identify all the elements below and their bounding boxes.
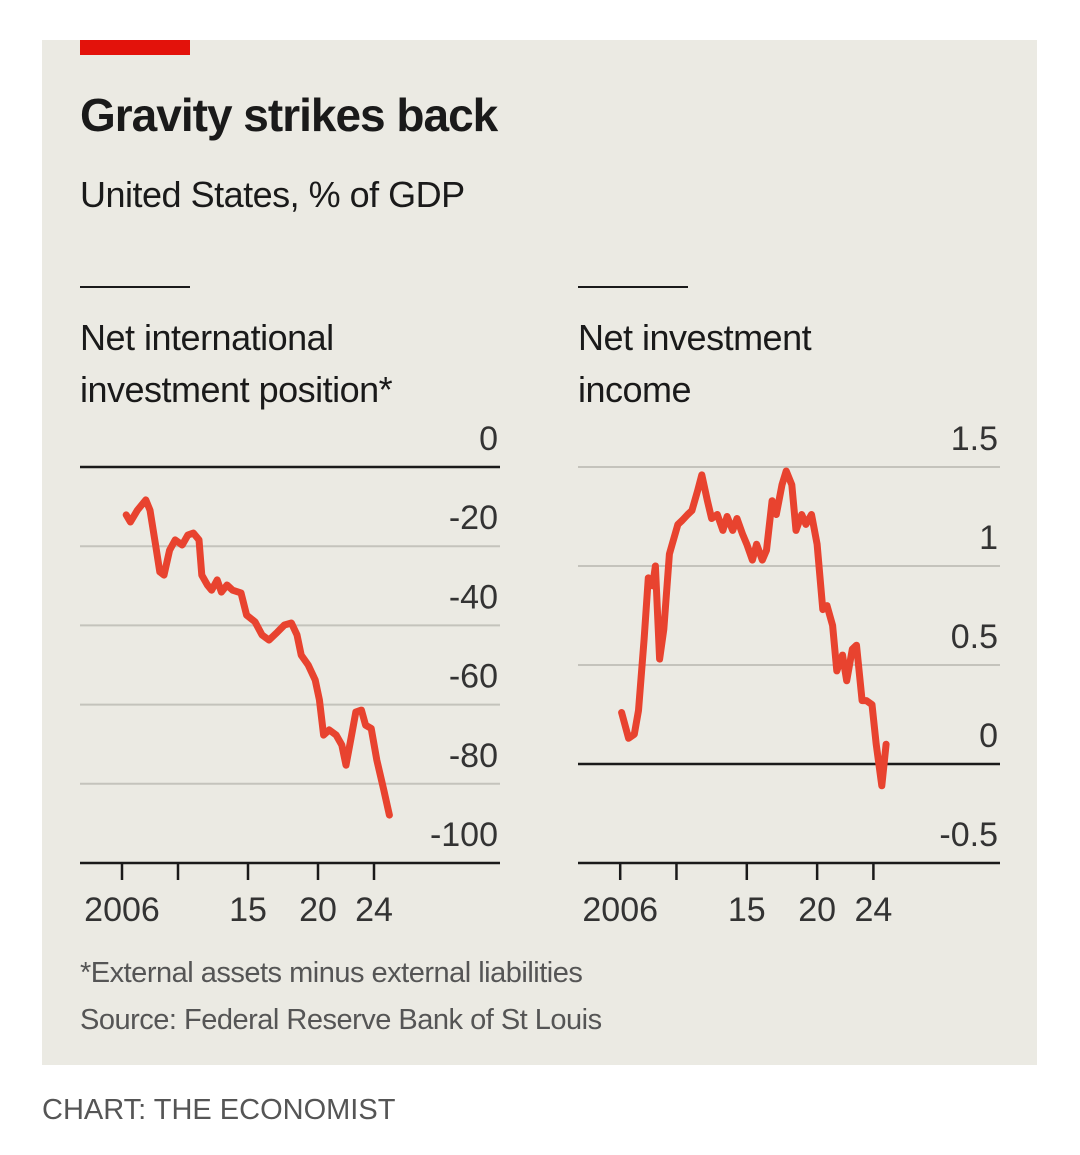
x-tick-label: 24 bbox=[854, 891, 892, 929]
chart-title: Net investment income bbox=[578, 317, 812, 410]
x-tick-label: 24 bbox=[355, 891, 393, 929]
title-rule bbox=[578, 286, 688, 288]
source: Source: Federal Reserve Bank of St Louis bbox=[80, 1004, 602, 1036]
x-tick-label: 20 bbox=[798, 891, 836, 929]
y-tick-label: 0.5 bbox=[951, 618, 998, 656]
y-tick-label: -0.5 bbox=[939, 816, 998, 854]
title-rule bbox=[80, 286, 190, 288]
chart-title: Net international investment position* bbox=[80, 317, 393, 410]
x-tick-label: 2006 bbox=[582, 891, 658, 929]
x-tick-label: 20 bbox=[299, 891, 337, 929]
footnote: *External assets minus external liabilit… bbox=[80, 957, 583, 989]
x-tick-label: 2006 bbox=[84, 891, 160, 929]
x-tick-label: 15 bbox=[728, 891, 766, 929]
subtitle: United States, % of GDP bbox=[80, 174, 465, 215]
y-tick-label: 1 bbox=[979, 519, 998, 557]
y-tick-label: -100 bbox=[430, 816, 498, 854]
credit: CHART: THE ECONOMIST bbox=[42, 1094, 396, 1126]
brand-bar bbox=[80, 40, 190, 55]
chart-panel bbox=[42, 40, 1037, 1065]
x-tick-label: 15 bbox=[229, 891, 267, 929]
title: Gravity strikes back bbox=[80, 89, 498, 141]
y-tick-label: 0 bbox=[979, 717, 998, 755]
y-tick-label: -20 bbox=[449, 499, 498, 537]
y-tick-label: -40 bbox=[449, 578, 498, 616]
y-tick-label: -80 bbox=[449, 737, 498, 775]
y-tick-label: -60 bbox=[449, 658, 498, 696]
y-tick-label: 0 bbox=[479, 420, 498, 458]
y-tick-label: 1.5 bbox=[951, 420, 998, 458]
data-line bbox=[122, 496, 393, 819]
data-line bbox=[618, 467, 890, 790]
